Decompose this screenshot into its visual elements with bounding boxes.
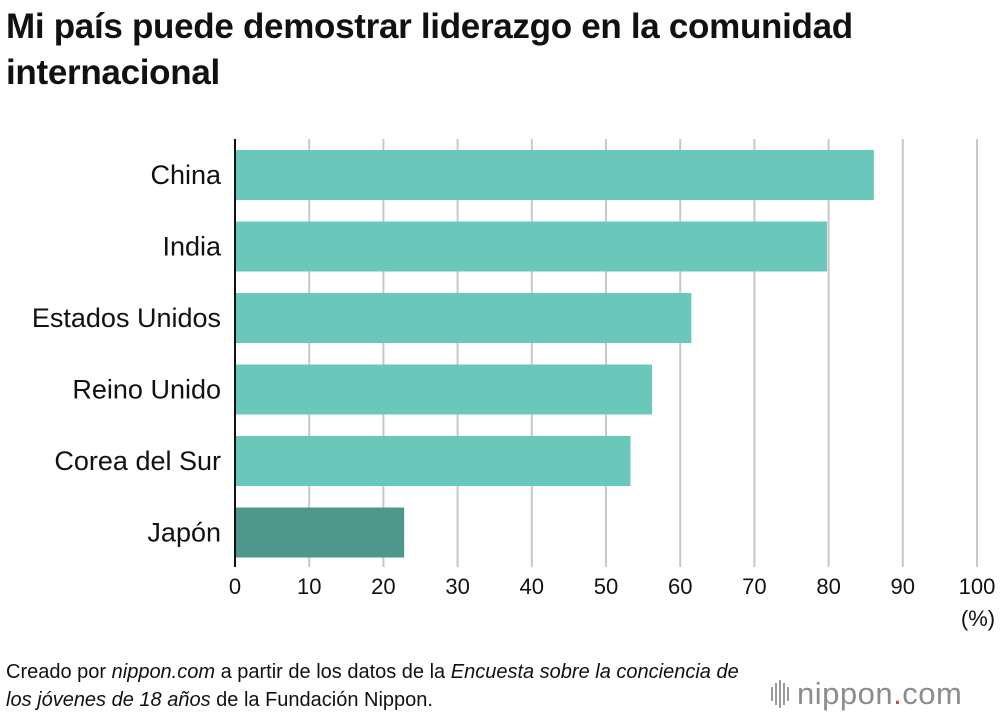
bar-chart: China India Estados Unidos Reino Unido Corea…: [32, 139, 995, 631]
logo-dot: .: [893, 676, 903, 711]
x-tick-label-40: 40: [520, 574, 544, 599]
bar-china: [235, 150, 874, 200]
source-text-3: de la Fundación Nippon.: [210, 689, 433, 711]
x-tick-label-30: 30: [445, 574, 469, 599]
x-tick-label-10: 10: [297, 574, 321, 599]
source-survey: Encuesta sobre la conciencia de los jóve…: [6, 661, 739, 711]
bar-reino-unido: [235, 364, 653, 415]
source-site: nippon.com: [111, 661, 216, 683]
source-note: Creado por nippon.com a partir de los da…: [6, 658, 766, 714]
category-label-china: China: [150, 160, 222, 190]
category-label-japón: Japón: [147, 518, 221, 548]
x-tick-label-70: 70: [742, 574, 766, 599]
chart-title: Mi país puede demostrar liderazgo en la …: [6, 7, 853, 92]
bar-japón: [235, 507, 405, 558]
x-tick-label-80: 80: [816, 574, 840, 599]
category-label-reino-unido: Reino Unido: [72, 375, 221, 405]
logo-text-suffix: com: [902, 676, 963, 711]
x-tick-labels: 0 10 20 30 40 50 60 70 80 90 100: [229, 574, 995, 599]
category-label-estados-unidos: Estados Unidos: [32, 303, 221, 333]
logo-mark-icon: [771, 680, 789, 708]
x-tick-label-60: 60: [668, 574, 692, 599]
bar-india: [235, 221, 828, 272]
category-label-india: India: [162, 232, 222, 262]
gridlines: [308, 139, 978, 567]
x-tick-label-90: 90: [891, 574, 915, 599]
logo-text-main: nippon: [797, 676, 894, 711]
x-tick-label-50: 50: [594, 574, 618, 599]
bar-corea-del-sur: [235, 436, 631, 486]
x-tick-label-100: 100: [959, 574, 996, 599]
category-label-corea-del-sur: Corea del Sur: [54, 446, 221, 476]
x-tick-label-20: 20: [371, 574, 395, 599]
bar-estados-unidos: [235, 293, 692, 343]
x-tick-label-0: 0: [229, 574, 241, 599]
logo-text: nippon.com: [797, 676, 962, 712]
source-text-1: Creado por: [6, 661, 112, 683]
x-unit-label: (%): [961, 606, 995, 631]
nippon-logo: nippon.com: [771, 676, 962, 712]
bars: [235, 150, 874, 558]
category-labels: China India Estados Unidos Reino Unido Corea…: [32, 160, 222, 548]
source-text-2: a partir de los datos de la: [215, 661, 451, 683]
